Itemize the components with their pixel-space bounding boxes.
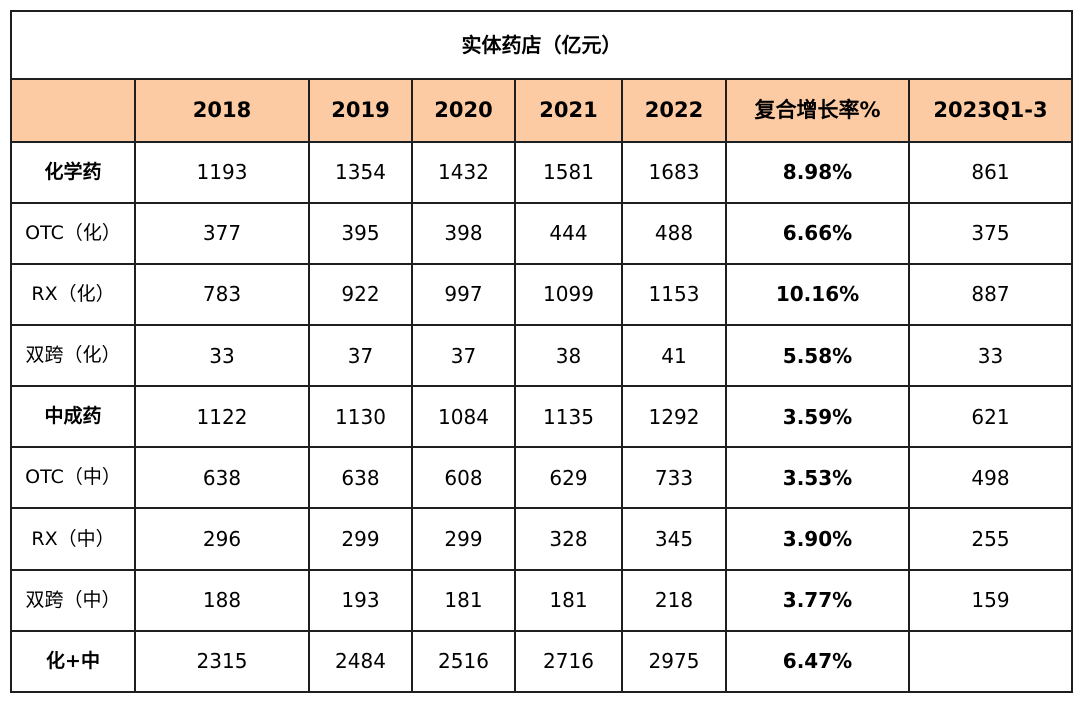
row-label: 中成药 (10, 385, 136, 449)
table-title-row: 实体药店（亿元） (10, 9, 1073, 81)
table-row-otc-chemical: OTC（化） 377 395 398 444 488 6.66% 375 (10, 201, 1073, 265)
row-label: RX（化） (10, 262, 136, 327)
cell-2021: 1581 (514, 140, 623, 204)
table-row-dual-chemical: 双跨（化） 33 37 37 38 41 5.58% 33 (10, 324, 1073, 388)
cell-2020: 37 (411, 324, 516, 388)
cell-2023q1-3: 498 (908, 446, 1073, 510)
cell-2020: 608 (411, 446, 516, 510)
row-label: OTC（中） (10, 446, 136, 510)
cell-2018: 377 (134, 201, 310, 265)
row-label: 双跨（中） (10, 568, 136, 632)
cell-2020: 299 (411, 507, 516, 571)
cell-2021: 181 (514, 568, 623, 632)
cell-2019: 37 (308, 324, 413, 388)
cell-cagr: 6.47% (725, 629, 910, 694)
cell-2023q1-3: 255 (908, 507, 1073, 571)
cell-2023q1-3: 887 (908, 262, 1073, 327)
column-header-2022: 2022 (621, 78, 727, 143)
cell-2018: 2315 (134, 629, 310, 694)
cell-2018: 296 (134, 507, 310, 571)
cell-2022: 2975 (621, 629, 727, 694)
cell-cagr: 3.77% (725, 568, 910, 632)
column-header-2020: 2020 (411, 78, 516, 143)
cell-2018: 33 (134, 324, 310, 388)
cell-2021: 1099 (514, 262, 623, 327)
cell-cagr: 3.59% (725, 385, 910, 449)
cell-2019: 922 (308, 262, 413, 327)
table-row-chemical-drugs: 化学药 1193 1354 1432 1581 1683 8.98% 861 (10, 140, 1073, 204)
cell-2022: 488 (621, 201, 727, 265)
cell-2018: 783 (134, 262, 310, 327)
column-header-2021: 2021 (514, 78, 623, 143)
cell-cagr: 3.53% (725, 446, 910, 510)
table-row-total: 化+中 2315 2484 2516 2716 2975 6.47% (10, 629, 1073, 694)
cell-2022: 41 (621, 324, 727, 388)
cell-2019: 395 (308, 201, 413, 265)
cell-2022: 1292 (621, 385, 727, 449)
column-header-cagr: 复合增长率% (725, 78, 910, 143)
cell-2018: 638 (134, 446, 310, 510)
column-header-2018: 2018 (134, 78, 310, 143)
table-title: 实体药店（亿元） (10, 9, 1073, 81)
table-row-otc-chinese: OTC（中） 638 638 608 629 733 3.53% 498 (10, 446, 1073, 510)
cell-2020: 997 (411, 262, 516, 327)
cell-2023q1-3: 33 (908, 324, 1073, 388)
table-row-chinese-patent-medicine: 中成药 1122 1130 1084 1135 1292 3.59% 621 (10, 385, 1073, 449)
cell-2018: 1122 (134, 385, 310, 449)
cell-cagr: 5.58% (725, 324, 910, 388)
cell-2022: 345 (621, 507, 727, 571)
row-label: RX（中） (10, 507, 136, 571)
cell-2022: 1153 (621, 262, 727, 327)
cell-2021: 444 (514, 201, 623, 265)
row-label: 双跨（化） (10, 324, 136, 388)
cell-2023q1-3: 159 (908, 568, 1073, 632)
cell-2019: 1130 (308, 385, 413, 449)
column-header-2019: 2019 (308, 78, 413, 143)
cell-2020: 1432 (411, 140, 516, 204)
cell-cagr: 3.90% (725, 507, 910, 571)
cell-cagr: 8.98% (725, 140, 910, 204)
cell-2019: 2484 (308, 629, 413, 694)
cell-2018: 188 (134, 568, 310, 632)
cell-2022: 733 (621, 446, 727, 510)
cell-2020: 2516 (411, 629, 516, 694)
cell-2021: 328 (514, 507, 623, 571)
cell-2019: 299 (308, 507, 413, 571)
cell-2022: 218 (621, 568, 727, 632)
row-label: 化+中 (10, 629, 136, 694)
cell-2018: 1193 (134, 140, 310, 204)
cell-2020: 1084 (411, 385, 516, 449)
table-header-row: 2018 2019 2020 2021 2022 复合增长率% 2023Q1-3 (10, 78, 1073, 143)
cell-cagr: 6.66% (725, 201, 910, 265)
row-label: 化学药 (10, 140, 136, 204)
cell-cagr: 10.16% (725, 262, 910, 327)
table-row-rx-chemical: RX（化） 783 922 997 1099 1153 10.16% 887 (10, 262, 1073, 327)
cell-2023q1-3: 861 (908, 140, 1073, 204)
cell-2021: 38 (514, 324, 623, 388)
cell-2019: 193 (308, 568, 413, 632)
column-header-2023q1-3: 2023Q1-3 (908, 78, 1073, 143)
cell-2019: 638 (308, 446, 413, 510)
cell-2022: 1683 (621, 140, 727, 204)
cell-2023q1-3: 375 (908, 201, 1073, 265)
cell-2021: 629 (514, 446, 623, 510)
row-label: OTC（化） (10, 201, 136, 265)
cell-2020: 398 (411, 201, 516, 265)
cell-2023q1-3: 621 (908, 385, 1073, 449)
cell-2020: 181 (411, 568, 516, 632)
table-row-rx-chinese: RX（中） 296 299 299 328 345 3.90% 255 (10, 507, 1073, 571)
cell-2019: 1354 (308, 140, 413, 204)
pharmacy-sales-table: 实体药店（亿元） 2018 2019 2020 2021 2022 复合增长率%… (10, 9, 1073, 694)
cell-2021: 2716 (514, 629, 623, 694)
column-header-blank (10, 78, 136, 143)
cell-2021: 1135 (514, 385, 623, 449)
table-row-dual-chinese: 双跨（中） 188 193 181 181 218 3.77% 159 (10, 568, 1073, 632)
cell-2023q1-3 (908, 629, 1073, 694)
